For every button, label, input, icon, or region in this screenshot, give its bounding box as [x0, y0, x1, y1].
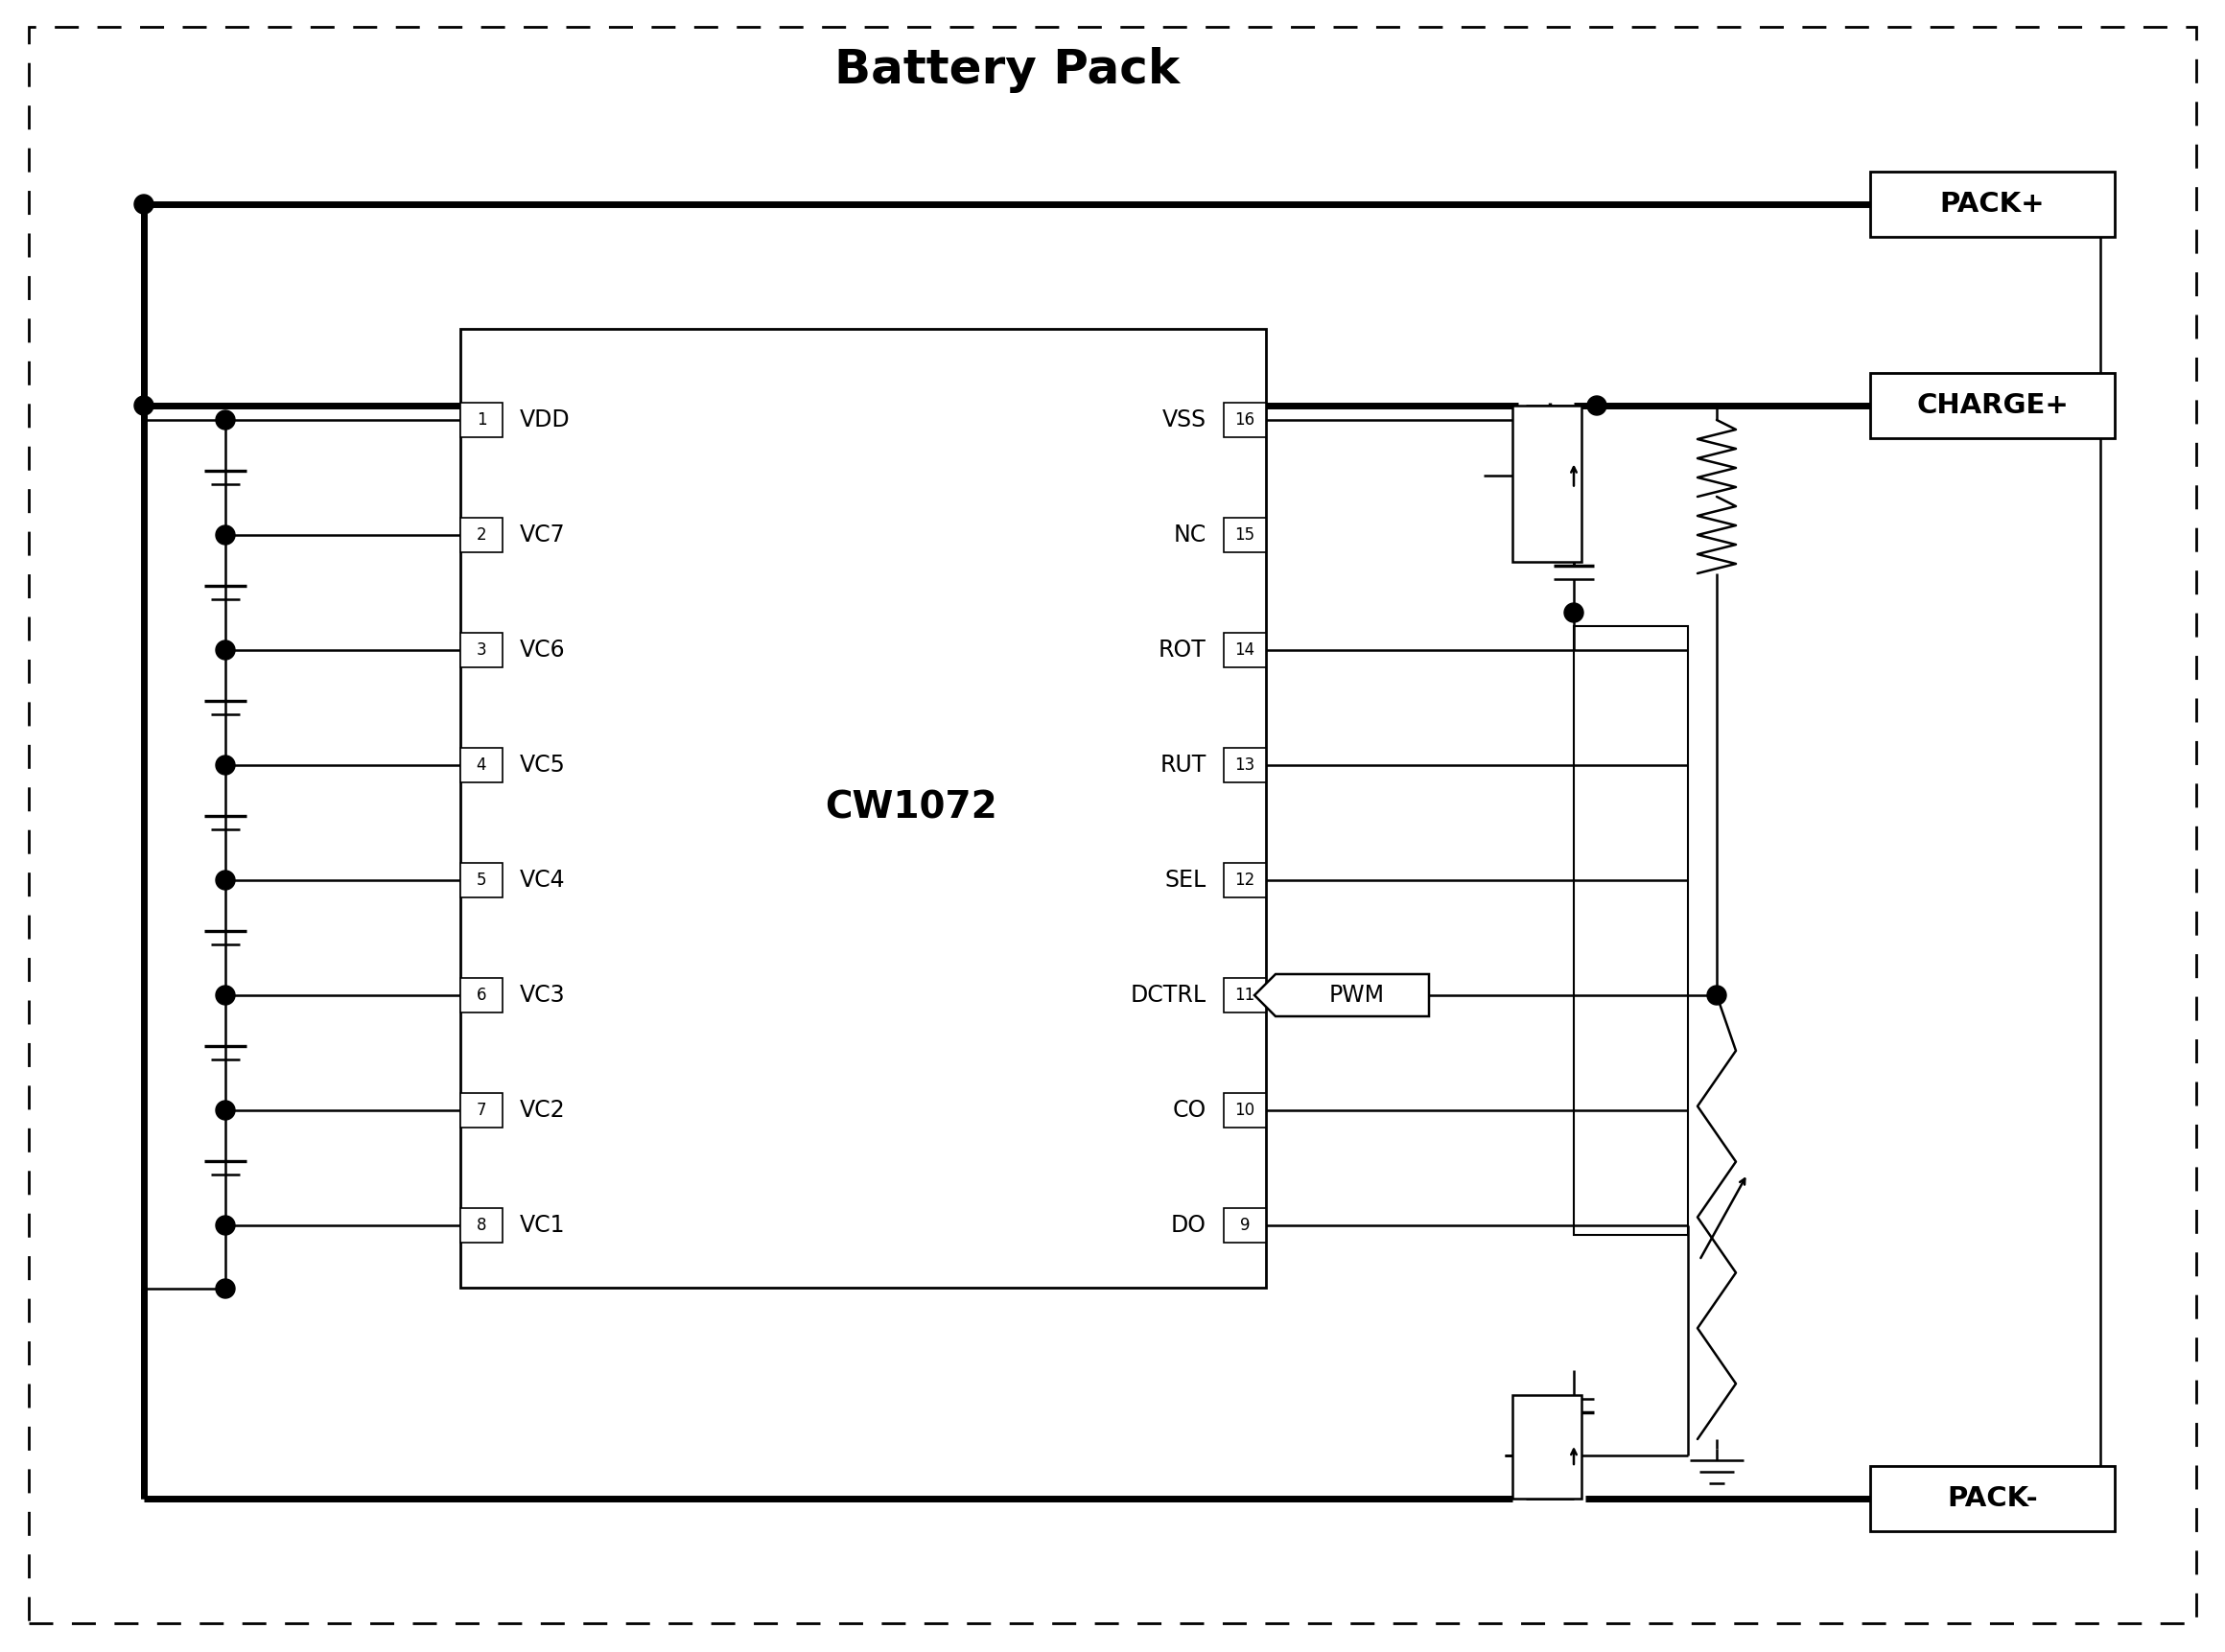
- Circle shape: [1564, 603, 1584, 623]
- Text: 12: 12: [1235, 872, 1255, 889]
- Bar: [1224, 633, 1266, 667]
- Bar: [1224, 403, 1266, 438]
- Bar: [461, 517, 503, 552]
- Text: 14: 14: [1235, 641, 1255, 659]
- Text: CHARGE+: CHARGE+: [1916, 392, 2069, 420]
- Circle shape: [216, 755, 236, 775]
- Text: CW1072: CW1072: [825, 790, 997, 826]
- Bar: [461, 403, 503, 438]
- Text: 5: 5: [476, 872, 487, 889]
- Polygon shape: [1255, 975, 1428, 1016]
- Text: VC4: VC4: [521, 869, 565, 892]
- Bar: [1513, 406, 1582, 562]
- Bar: [1224, 862, 1266, 897]
- Text: 2: 2: [476, 527, 487, 544]
- Bar: [1224, 1094, 1266, 1128]
- Text: VC6: VC6: [521, 639, 565, 661]
- Circle shape: [134, 396, 154, 415]
- Bar: [461, 748, 503, 783]
- Circle shape: [1707, 986, 1727, 1004]
- Text: 4: 4: [476, 757, 487, 773]
- Circle shape: [216, 1100, 236, 1120]
- Text: DO: DO: [1170, 1214, 1206, 1237]
- Text: CO: CO: [1173, 1099, 1206, 1122]
- Bar: [1871, 1465, 2114, 1531]
- Text: 15: 15: [1235, 527, 1255, 544]
- Text: DCTRL: DCTRL: [1130, 983, 1206, 1006]
- Text: 7: 7: [476, 1102, 487, 1118]
- Bar: [1573, 626, 1689, 1236]
- Text: 10: 10: [1235, 1102, 1255, 1118]
- Text: VC5: VC5: [521, 753, 565, 776]
- Circle shape: [134, 195, 154, 213]
- Bar: [1513, 1394, 1582, 1498]
- Bar: [1224, 517, 1266, 552]
- Bar: [461, 1208, 503, 1242]
- Text: VSS: VSS: [1161, 408, 1206, 431]
- Circle shape: [216, 986, 236, 1004]
- Text: VC3: VC3: [521, 983, 565, 1006]
- Bar: [1224, 748, 1266, 783]
- Circle shape: [1586, 396, 1606, 415]
- Text: NC: NC: [1173, 524, 1206, 547]
- Circle shape: [216, 410, 236, 430]
- Bar: [461, 862, 503, 897]
- Text: 11: 11: [1235, 986, 1255, 1004]
- Circle shape: [216, 1216, 236, 1236]
- Text: SEL: SEL: [1166, 869, 1206, 892]
- Text: VC1: VC1: [521, 1214, 565, 1237]
- Text: ROT: ROT: [1159, 639, 1206, 661]
- Text: 9: 9: [1239, 1218, 1250, 1234]
- Circle shape: [216, 1279, 236, 1298]
- Text: RUT: RUT: [1159, 753, 1206, 776]
- Text: Battery Pack: Battery Pack: [834, 46, 1179, 93]
- Text: VC2: VC2: [521, 1099, 565, 1122]
- Bar: [461, 978, 503, 1013]
- Text: PWM: PWM: [1328, 983, 1384, 1006]
- Bar: [1224, 1208, 1266, 1242]
- Text: VDD: VDD: [521, 408, 570, 431]
- Text: 13: 13: [1235, 757, 1255, 773]
- Text: 3: 3: [476, 641, 487, 659]
- Bar: [461, 1094, 503, 1128]
- Bar: [1224, 978, 1266, 1013]
- Text: 8: 8: [476, 1218, 487, 1234]
- Bar: [461, 329, 1266, 1287]
- Text: 1: 1: [476, 411, 487, 428]
- Circle shape: [216, 525, 236, 545]
- Circle shape: [216, 641, 236, 659]
- Bar: [1871, 172, 2114, 236]
- Bar: [461, 633, 503, 667]
- Text: 16: 16: [1235, 411, 1255, 428]
- Text: PACK-: PACK-: [1947, 1485, 2038, 1512]
- Text: 6: 6: [476, 986, 487, 1004]
- Circle shape: [216, 871, 236, 890]
- Text: VC7: VC7: [521, 524, 565, 547]
- Text: PACK+: PACK+: [1940, 190, 2045, 218]
- Bar: [1871, 373, 2114, 438]
